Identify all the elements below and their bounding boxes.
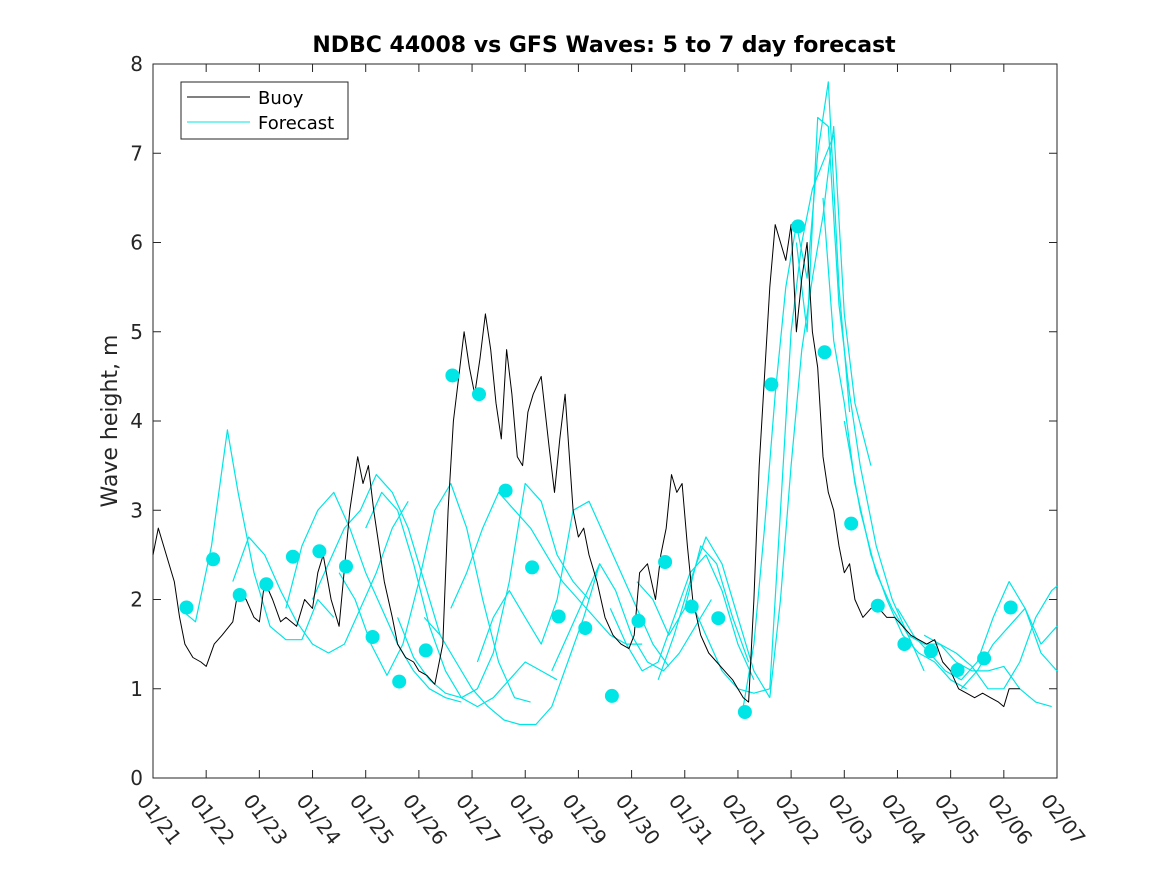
forecast-marker	[684, 599, 699, 614]
forecast-markers	[179, 219, 1018, 719]
forecast-line	[338, 482, 531, 703]
y-tick-label: 6	[130, 231, 143, 255]
forecast-marker	[259, 577, 274, 592]
forecast-marker	[445, 368, 460, 383]
y-tick-label: 4	[130, 409, 143, 433]
forecast-marker	[525, 560, 540, 575]
forecast-marker	[578, 621, 593, 636]
forecast-marker	[1003, 600, 1018, 615]
forecast-line	[311, 474, 441, 636]
y-tick-label: 8	[130, 52, 143, 76]
buoy-line	[152, 224, 1020, 708]
forecast-marker	[179, 600, 194, 615]
forecast-marker	[339, 559, 353, 574]
y-axis-label: Wave height, m	[98, 335, 123, 508]
forecast-line	[795, 116, 925, 672]
forecast-marker	[232, 588, 247, 602]
forecast-marker	[737, 705, 752, 719]
y-tick-label: 7	[130, 141, 143, 165]
y-tick-label: 2	[130, 588, 143, 612]
forecast-marker	[285, 549, 300, 564]
forecast-marker	[604, 688, 619, 703]
forecast-line	[450, 491, 643, 645]
forecast-line	[769, 125, 872, 698]
forecast-marker	[844, 516, 859, 531]
forecast-marker	[870, 598, 885, 613]
forecast-marker	[551, 609, 566, 624]
forecast-marker	[206, 552, 221, 567]
y-tick-label: 1	[130, 677, 143, 701]
forecast-line	[232, 500, 409, 654]
forecast-line	[397, 482, 590, 699]
y-tick-label: 5	[130, 320, 143, 344]
forecast-line	[551, 563, 712, 672]
forecast-line	[636, 545, 750, 663]
forecast-line	[423, 563, 601, 726]
forecast-marker	[950, 663, 965, 677]
legend-buoy-label: Buoy	[258, 88, 304, 109]
forecast-marker	[977, 651, 992, 666]
forecast-marker	[897, 637, 912, 652]
legend-forecast-label: Forecast	[258, 113, 334, 134]
legend-box	[180, 81, 349, 140]
forecast-line	[923, 585, 1058, 690]
y-tick-label: 0	[130, 766, 143, 790]
forecast-marker	[418, 643, 433, 658]
forecast-marker	[764, 377, 779, 392]
forecast-line	[843, 420, 1052, 708]
forecast-marker	[365, 630, 380, 644]
buoy-line-group	[152, 224, 1020, 708]
forecast-marker	[817, 345, 832, 360]
forecast-marker	[392, 674, 407, 689]
forecast-marker	[658, 555, 673, 569]
forecast-line	[960, 607, 1058, 690]
legend: Buoy Forecast	[180, 81, 349, 140]
forecast-line	[179, 429, 335, 641]
forecast-line	[896, 580, 1058, 681]
forecast-marker	[924, 644, 938, 659]
chart-title: NDBC 44008 vs GFS Waves: 5 to 7 day fore…	[312, 33, 896, 58]
plot-area	[152, 63, 1058, 779]
forecast-marker	[498, 483, 513, 498]
forecast-marker	[791, 219, 805, 234]
forecast-line	[822, 197, 967, 690]
forecast-marker	[631, 613, 646, 628]
forecast-line	[609, 554, 755, 681]
forecast-marker	[472, 387, 486, 402]
forecast-lines	[179, 81, 1058, 726]
forecast-line	[285, 491, 462, 703]
forecast-marker	[312, 544, 327, 559]
forecast-marker	[711, 611, 726, 626]
y-tick-label: 3	[130, 498, 143, 522]
